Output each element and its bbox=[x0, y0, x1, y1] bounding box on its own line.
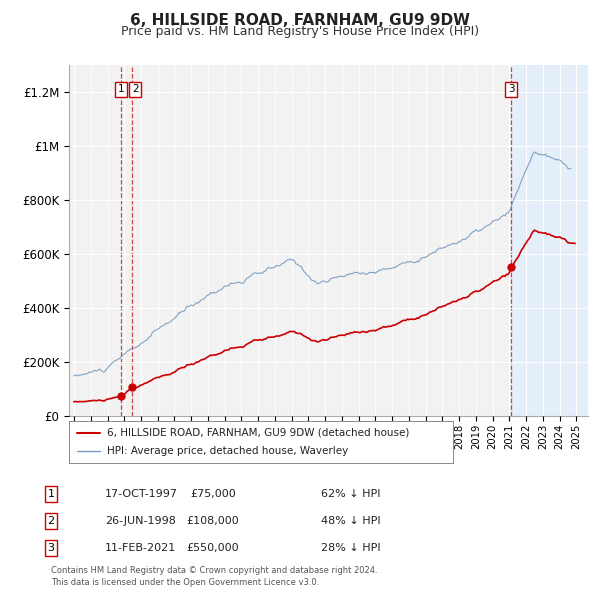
Text: 1: 1 bbox=[47, 489, 55, 499]
Text: 6, HILLSIDE ROAD, FARNHAM, GU9 9DW: 6, HILLSIDE ROAD, FARNHAM, GU9 9DW bbox=[130, 13, 470, 28]
Text: 2: 2 bbox=[132, 84, 139, 94]
Text: 1: 1 bbox=[118, 84, 124, 94]
Text: 2: 2 bbox=[47, 516, 55, 526]
Text: 11-FEB-2021: 11-FEB-2021 bbox=[105, 543, 176, 553]
Text: 48% ↓ HPI: 48% ↓ HPI bbox=[321, 516, 380, 526]
Text: £75,000: £75,000 bbox=[190, 489, 236, 499]
Text: £108,000: £108,000 bbox=[187, 516, 239, 526]
Text: HPI: Average price, detached house, Waverley: HPI: Average price, detached house, Wave… bbox=[107, 446, 349, 456]
Text: 17-OCT-1997: 17-OCT-1997 bbox=[105, 489, 178, 499]
Text: 3: 3 bbox=[47, 543, 55, 553]
Text: 28% ↓ HPI: 28% ↓ HPI bbox=[321, 543, 380, 553]
Text: Contains HM Land Registry data © Crown copyright and database right 2024.
This d: Contains HM Land Registry data © Crown c… bbox=[51, 566, 377, 587]
Bar bbox=[511, 65, 588, 416]
Text: 6, HILLSIDE ROAD, FARNHAM, GU9 9DW (detached house): 6, HILLSIDE ROAD, FARNHAM, GU9 9DW (deta… bbox=[107, 428, 410, 438]
Text: 62% ↓ HPI: 62% ↓ HPI bbox=[321, 489, 380, 499]
Text: £550,000: £550,000 bbox=[187, 543, 239, 553]
Text: 26-JUN-1998: 26-JUN-1998 bbox=[105, 516, 176, 526]
Text: Price paid vs. HM Land Registry's House Price Index (HPI): Price paid vs. HM Land Registry's House … bbox=[121, 25, 479, 38]
Bar bbox=[569, 65, 588, 416]
Text: 3: 3 bbox=[508, 84, 514, 94]
